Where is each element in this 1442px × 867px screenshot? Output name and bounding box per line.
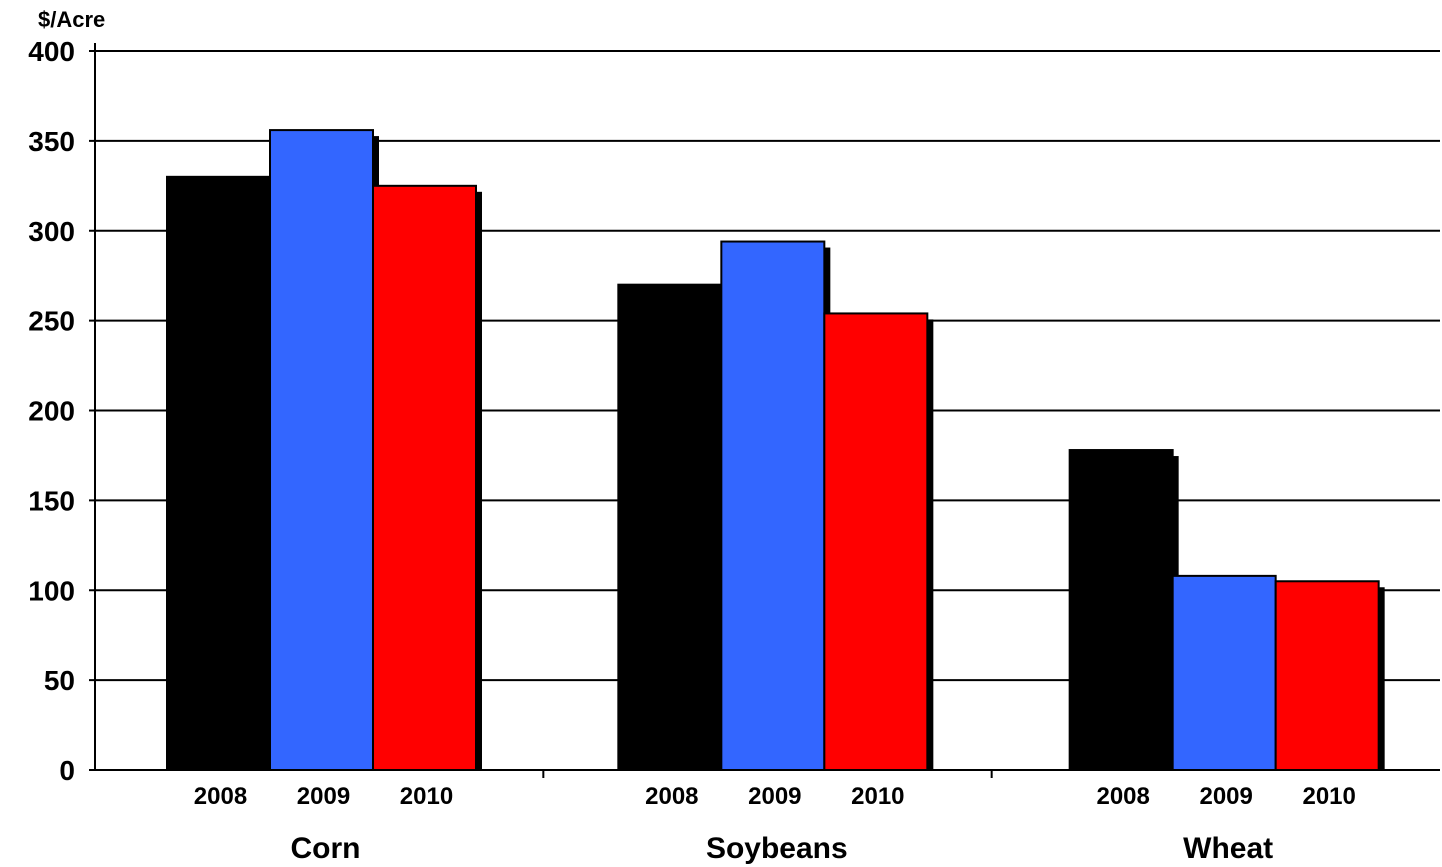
y-tick-label: 100 xyxy=(28,575,75,606)
category-label-soybeans: Soybeans xyxy=(706,832,848,865)
bar-soybeans-2009 xyxy=(720,240,826,772)
y-tick-label: 200 xyxy=(28,396,75,427)
bar-wheat-2008 xyxy=(1068,449,1174,771)
x-tick-label: 2010 xyxy=(851,783,904,810)
y-tick-label: 0 xyxy=(59,755,75,786)
x-tick-label: 2009 xyxy=(297,783,350,810)
x-tick-label: 2008 xyxy=(194,783,247,810)
y-tick-label: 350 xyxy=(28,126,75,157)
y-tick-label: 50 xyxy=(44,665,75,696)
bar-corn-2008 xyxy=(166,175,271,771)
y-axis-label: $/Acre xyxy=(38,7,105,32)
bar-corn-2009 xyxy=(269,129,374,771)
bar-soybeans-2010 xyxy=(823,312,929,771)
x-tick-label: 2010 xyxy=(1302,783,1355,810)
y-tick-label: 250 xyxy=(28,306,75,337)
category-label-wheat: Wheat xyxy=(1183,832,1273,865)
labels: 0 50 100 150 200 250 300 350 400 2008 2009 2010 Corn… xyxy=(28,36,1356,865)
x-tick-label: 2008 xyxy=(1096,783,1149,810)
y-tick-label: 300 xyxy=(28,216,75,247)
bar-corn-2010 xyxy=(372,184,477,771)
x-tick-label: 2009 xyxy=(748,783,801,810)
x-tick-label: 2010 xyxy=(400,783,453,810)
bar-wheat-2010 xyxy=(1274,580,1380,772)
x-tick-label: 2008 xyxy=(645,783,698,810)
bars xyxy=(166,129,1385,772)
y-tick-label: 400 xyxy=(28,36,75,67)
x-tick-label: 2009 xyxy=(1199,783,1252,810)
y-tick-label: 150 xyxy=(28,485,75,516)
bar-wheat-2009 xyxy=(1171,574,1277,771)
axes: $/Acre xyxy=(38,7,1440,778)
bar-soybeans-2008 xyxy=(617,283,723,771)
category-label-corn: Corn xyxy=(291,832,361,865)
